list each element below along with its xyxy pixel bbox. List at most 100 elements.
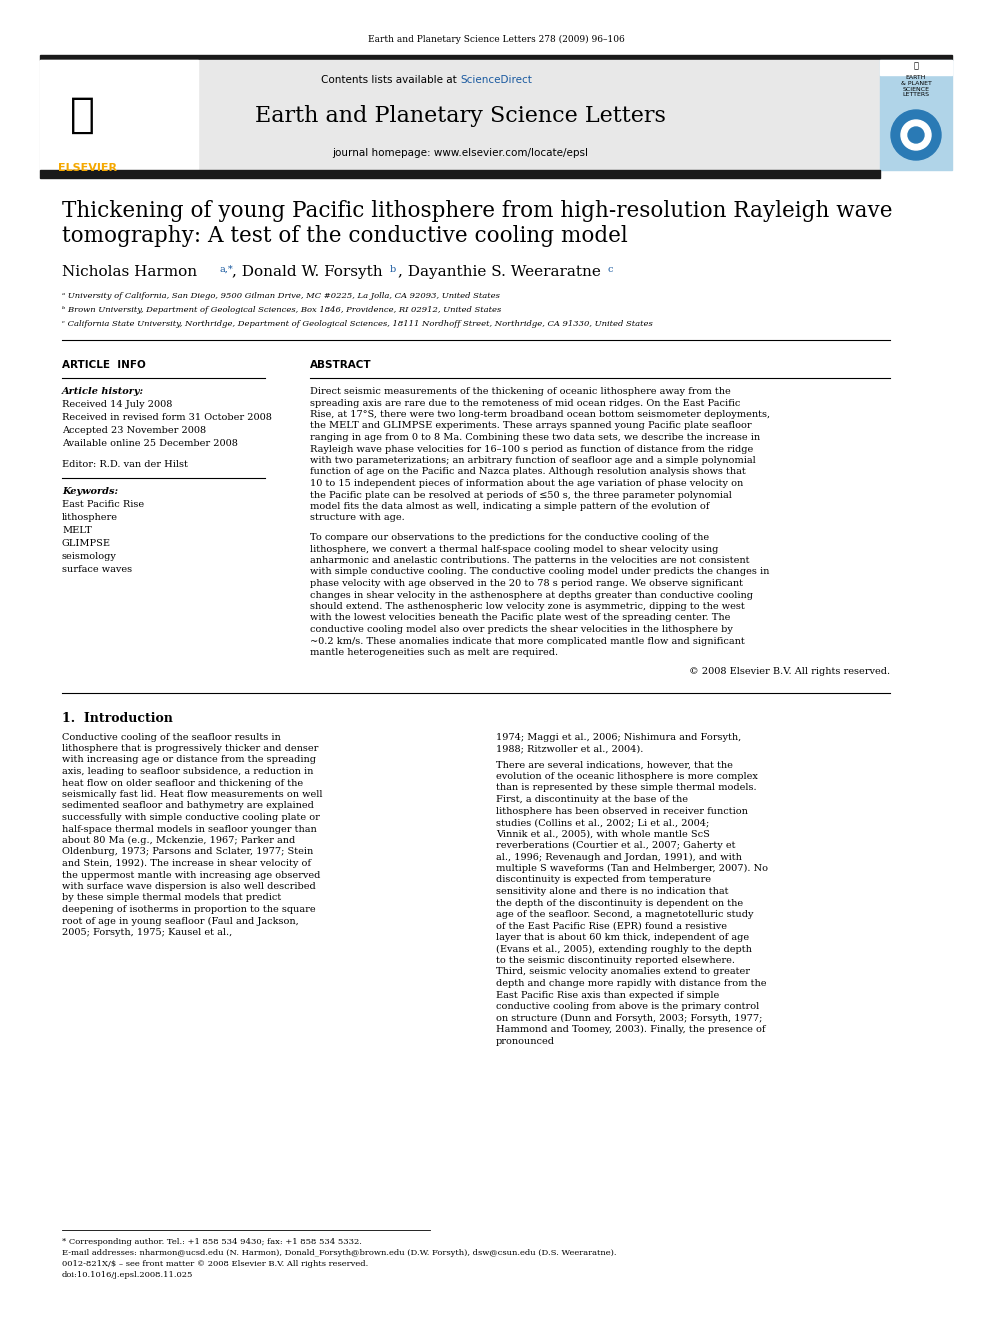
Text: * Corresponding author. Tel.: +1 858 534 9430; fax: +1 858 534 5332.: * Corresponding author. Tel.: +1 858 534… — [62, 1238, 362, 1246]
Text: Available online 25 December 2008: Available online 25 December 2008 — [62, 439, 238, 448]
Text: First, a discontinuity at the base of the: First, a discontinuity at the base of th… — [496, 795, 688, 804]
Text: layer that is about 60 km thick, independent of age: layer that is about 60 km thick, indepen… — [496, 933, 749, 942]
Text: heat flow on older seafloor and thickening of the: heat flow on older seafloor and thickeni… — [62, 778, 304, 787]
Text: structure with age.: structure with age. — [310, 513, 405, 523]
Text: MELT: MELT — [62, 527, 91, 534]
Text: with simple conductive cooling. The conductive cooling model under predicts the : with simple conductive cooling. The cond… — [310, 568, 770, 577]
Text: ☰: ☰ — [914, 62, 919, 70]
Text: 2005; Forsyth, 1975; Kausel et al.,: 2005; Forsyth, 1975; Kausel et al., — [62, 927, 232, 937]
Text: lithosphere, we convert a thermal half-space cooling model to shear velocity usi: lithosphere, we convert a thermal half-s… — [310, 545, 718, 553]
Text: c: c — [608, 265, 613, 274]
Text: depth and change more rapidly with distance from the: depth and change more rapidly with dista… — [496, 979, 767, 988]
Text: East Pacific Rise: East Pacific Rise — [62, 500, 144, 509]
Text: Rayleigh wave phase velocities for 16–100 s period as function of distance from : Rayleigh wave phase velocities for 16–10… — [310, 445, 753, 454]
Text: , Donald W. Forsyth: , Donald W. Forsyth — [232, 265, 388, 279]
Text: Keywords:: Keywords: — [62, 487, 118, 496]
Text: Oldenburg, 1973; Parsons and Sclater, 1977; Stein: Oldenburg, 1973; Parsons and Sclater, 19… — [62, 848, 313, 856]
Text: tomography: A test of the conductive cooling model: tomography: A test of the conductive coo… — [62, 225, 628, 247]
Text: ranging in age from 0 to 8 Ma. Combining these two data sets, we describe the in: ranging in age from 0 to 8 Ma. Combining… — [310, 433, 760, 442]
Bar — [40, 56, 952, 60]
Text: conductive cooling from above is the primary control: conductive cooling from above is the pri… — [496, 1002, 759, 1011]
Text: Conductive cooling of the seafloor results in: Conductive cooling of the seafloor resul… — [62, 733, 281, 741]
Text: 🌳: 🌳 — [70, 94, 95, 136]
Text: with surface wave dispersion is also well described: with surface wave dispersion is also wel… — [62, 882, 315, 890]
Text: the MELT and GLIMPSE experiments. These arrays spanned young Pacific plate seafl: the MELT and GLIMPSE experiments. These … — [310, 422, 752, 430]
Text: lithosphere that is progressively thicker and denser: lithosphere that is progressively thicke… — [62, 744, 318, 753]
Text: conductive cooling model also over predicts the shear velocities in the lithosph: conductive cooling model also over predi… — [310, 624, 733, 634]
Text: Editor: R.D. van der Hilst: Editor: R.D. van der Hilst — [62, 460, 187, 468]
Text: half-space thermal models in seafloor younger than: half-space thermal models in seafloor yo… — [62, 824, 316, 833]
Text: surface waves: surface waves — [62, 565, 132, 574]
Text: ELSEVIER: ELSEVIER — [58, 163, 117, 173]
Text: a,*: a,* — [220, 265, 234, 274]
Text: with two parameterizations; an arbitrary function of seafloor age and a simple p: with two parameterizations; an arbitrary… — [310, 456, 756, 464]
Text: the uppermost mantle with increasing age observed: the uppermost mantle with increasing age… — [62, 871, 320, 880]
Text: Nicholas Harmon: Nicholas Harmon — [62, 265, 202, 279]
Text: Vinnik et al., 2005), with whole mantle ScS: Vinnik et al., 2005), with whole mantle … — [496, 830, 710, 839]
Text: 1974; Maggi et al., 2006; Nishimura and Forsyth,: 1974; Maggi et al., 2006; Nishimura and … — [496, 733, 741, 741]
Text: and Stein, 1992). The increase in shear velocity of: and Stein, 1992). The increase in shear … — [62, 859, 311, 868]
Bar — [40, 169, 880, 179]
Text: ᵇ Brown University, Department of Geological Sciences, Box 1846, Providence, RI : ᵇ Brown University, Department of Geolog… — [62, 306, 501, 314]
Text: EARTH
& PLANET
SCIENCE
LETTERS: EARTH & PLANET SCIENCE LETTERS — [901, 75, 931, 98]
Text: ScienceDirect: ScienceDirect — [460, 75, 532, 85]
Text: journal homepage: www.elsevier.com/locate/epsl: journal homepage: www.elsevier.com/locat… — [332, 148, 588, 157]
Text: 10 to 15 independent pieces of information about the age variation of phase velo: 10 to 15 independent pieces of informati… — [310, 479, 743, 488]
Text: 1988; Ritzwoller et al., 2004).: 1988; Ritzwoller et al., 2004). — [496, 744, 644, 753]
Text: by these simple thermal models that predict: by these simple thermal models that pred… — [62, 893, 282, 902]
Text: of the East Pacific Rise (EPR) found a resistive: of the East Pacific Rise (EPR) found a r… — [496, 922, 727, 930]
Text: than is represented by these simple thermal models.: than is represented by these simple ther… — [496, 783, 757, 792]
Text: function of age on the Pacific and Nazca plates. Although resolution analysis sh: function of age on the Pacific and Nazca… — [310, 467, 746, 476]
Text: axis, leading to seafloor subsidence, a reduction in: axis, leading to seafloor subsidence, a … — [62, 767, 313, 777]
Text: anharmonic and anelastic contributions. The patterns in the velocities are not c: anharmonic and anelastic contributions. … — [310, 556, 750, 565]
Text: (Evans et al., 2005), extending roughly to the depth: (Evans et al., 2005), extending roughly … — [496, 945, 752, 954]
Bar — [40, 60, 198, 169]
Circle shape — [901, 120, 931, 149]
Text: root of age in young seafloor (Faul and Jackson,: root of age in young seafloor (Faul and … — [62, 917, 299, 926]
Text: , Dayanthie S. Weeraratne: , Dayanthie S. Weeraratne — [398, 265, 606, 279]
Text: pronounced: pronounced — [496, 1036, 555, 1045]
Text: 0012-821X/$ – see front matter © 2008 Elsevier B.V. All rights reserved.: 0012-821X/$ – see front matter © 2008 El… — [62, 1259, 368, 1267]
Text: deepening of isotherms in proportion to the square: deepening of isotherms in proportion to … — [62, 905, 315, 914]
Text: E-mail addresses: nharmon@ucsd.edu (N. Harmon), Donald_Forsyth@brown.edu (D.W. F: E-mail addresses: nharmon@ucsd.edu (N. H… — [62, 1249, 616, 1257]
Text: seismology: seismology — [62, 552, 117, 561]
Text: doi:10.1016/j.epsl.2008.11.025: doi:10.1016/j.epsl.2008.11.025 — [62, 1271, 193, 1279]
Text: discontinuity is expected from temperature: discontinuity is expected from temperatu… — [496, 876, 711, 885]
Text: on structure (Dunn and Forsyth, 2003; Forsyth, 1977;: on structure (Dunn and Forsyth, 2003; Fo… — [496, 1013, 763, 1023]
Text: Earth and Planetary Science Letters 278 (2009) 96–106: Earth and Planetary Science Letters 278 … — [368, 34, 624, 44]
Text: seismically fast lid. Heat flow measurements on well: seismically fast lid. Heat flow measurem… — [62, 790, 322, 799]
Bar — [880, 60, 952, 169]
Text: © 2008 Elsevier B.V. All rights reserved.: © 2008 Elsevier B.V. All rights reserved… — [688, 668, 890, 676]
Text: model fits the data almost as well, indicating a simple pattern of the evolution: model fits the data almost as well, indi… — [310, 501, 709, 511]
Text: ~0.2 km/s. These anomalies indicate that more complicated mantle flow and signif: ~0.2 km/s. These anomalies indicate that… — [310, 636, 745, 646]
Text: Earth and Planetary Science Letters: Earth and Planetary Science Letters — [255, 105, 666, 127]
Bar — [880, 60, 952, 75]
Text: about 80 Ma (e.g., Mckenzie, 1967; Parker and: about 80 Ma (e.g., Mckenzie, 1967; Parke… — [62, 836, 296, 845]
Text: ABSTRACT: ABSTRACT — [310, 360, 372, 370]
Text: phase velocity with age observed in the 20 to 78 s period range. We observe sign: phase velocity with age observed in the … — [310, 579, 743, 587]
Text: ᵃ University of California, San Diego, 9500 Gilman Drive, MC #0225, La Jolla, CA: ᵃ University of California, San Diego, 9… — [62, 292, 500, 300]
Text: age of the seafloor. Second, a magnetotelluric study: age of the seafloor. Second, a magnetote… — [496, 910, 754, 919]
Text: reverberations (Courtier et al., 2007; Gaherty et: reverberations (Courtier et al., 2007; G… — [496, 841, 735, 851]
Text: mantle heterogeneities such as melt are required.: mantle heterogeneities such as melt are … — [310, 648, 558, 658]
Text: Third, seismic velocity anomalies extend to greater: Third, seismic velocity anomalies extend… — [496, 967, 750, 976]
Text: studies (Collins et al., 2002; Li et al., 2004;: studies (Collins et al., 2002; Li et al.… — [496, 818, 709, 827]
Circle shape — [908, 127, 924, 143]
Text: with the lowest velocities beneath the Pacific plate west of the spreading cente: with the lowest velocities beneath the P… — [310, 614, 730, 623]
Text: sensitivity alone and there is no indication that: sensitivity alone and there is no indica… — [496, 886, 728, 896]
Text: Received 14 July 2008: Received 14 July 2008 — [62, 400, 173, 409]
Text: ᶜ California State University, Northridge, Department of Geological Sciences, 18: ᶜ California State University, Northridg… — [62, 320, 653, 328]
Text: Rise, at 17°S, there were two long-term broadband ocean bottom seismometer deplo: Rise, at 17°S, there were two long-term … — [310, 410, 770, 419]
Text: sedimented seafloor and bathymetry are explained: sedimented seafloor and bathymetry are e… — [62, 802, 313, 811]
Text: GLIMPSE: GLIMPSE — [62, 538, 111, 548]
Text: Hammond and Toomey, 2003). Finally, the presence of: Hammond and Toomey, 2003). Finally, the … — [496, 1025, 766, 1035]
Text: changes in shear velocity in the asthenosphere at depths greater than conductive: changes in shear velocity in the astheno… — [310, 590, 753, 599]
Circle shape — [891, 110, 941, 160]
Text: the Pacific plate can be resolved at periods of ≤50 s, the three parameter polyn: the Pacific plate can be resolved at per… — [310, 491, 732, 500]
Text: Received in revised form 31 October 2008: Received in revised form 31 October 2008 — [62, 413, 272, 422]
Text: multiple S waveforms (Tan and Helmberger, 2007). No: multiple S waveforms (Tan and Helmberger… — [496, 864, 768, 873]
Text: successfully with simple conductive cooling plate or: successfully with simple conductive cool… — [62, 814, 319, 822]
Text: with increasing age or distance from the spreading: with increasing age or distance from the… — [62, 755, 316, 765]
Text: should extend. The asthenospheric low velocity zone is asymmetric, dipping to th: should extend. The asthenospheric low ve… — [310, 602, 745, 611]
Text: lithosphere: lithosphere — [62, 513, 118, 523]
